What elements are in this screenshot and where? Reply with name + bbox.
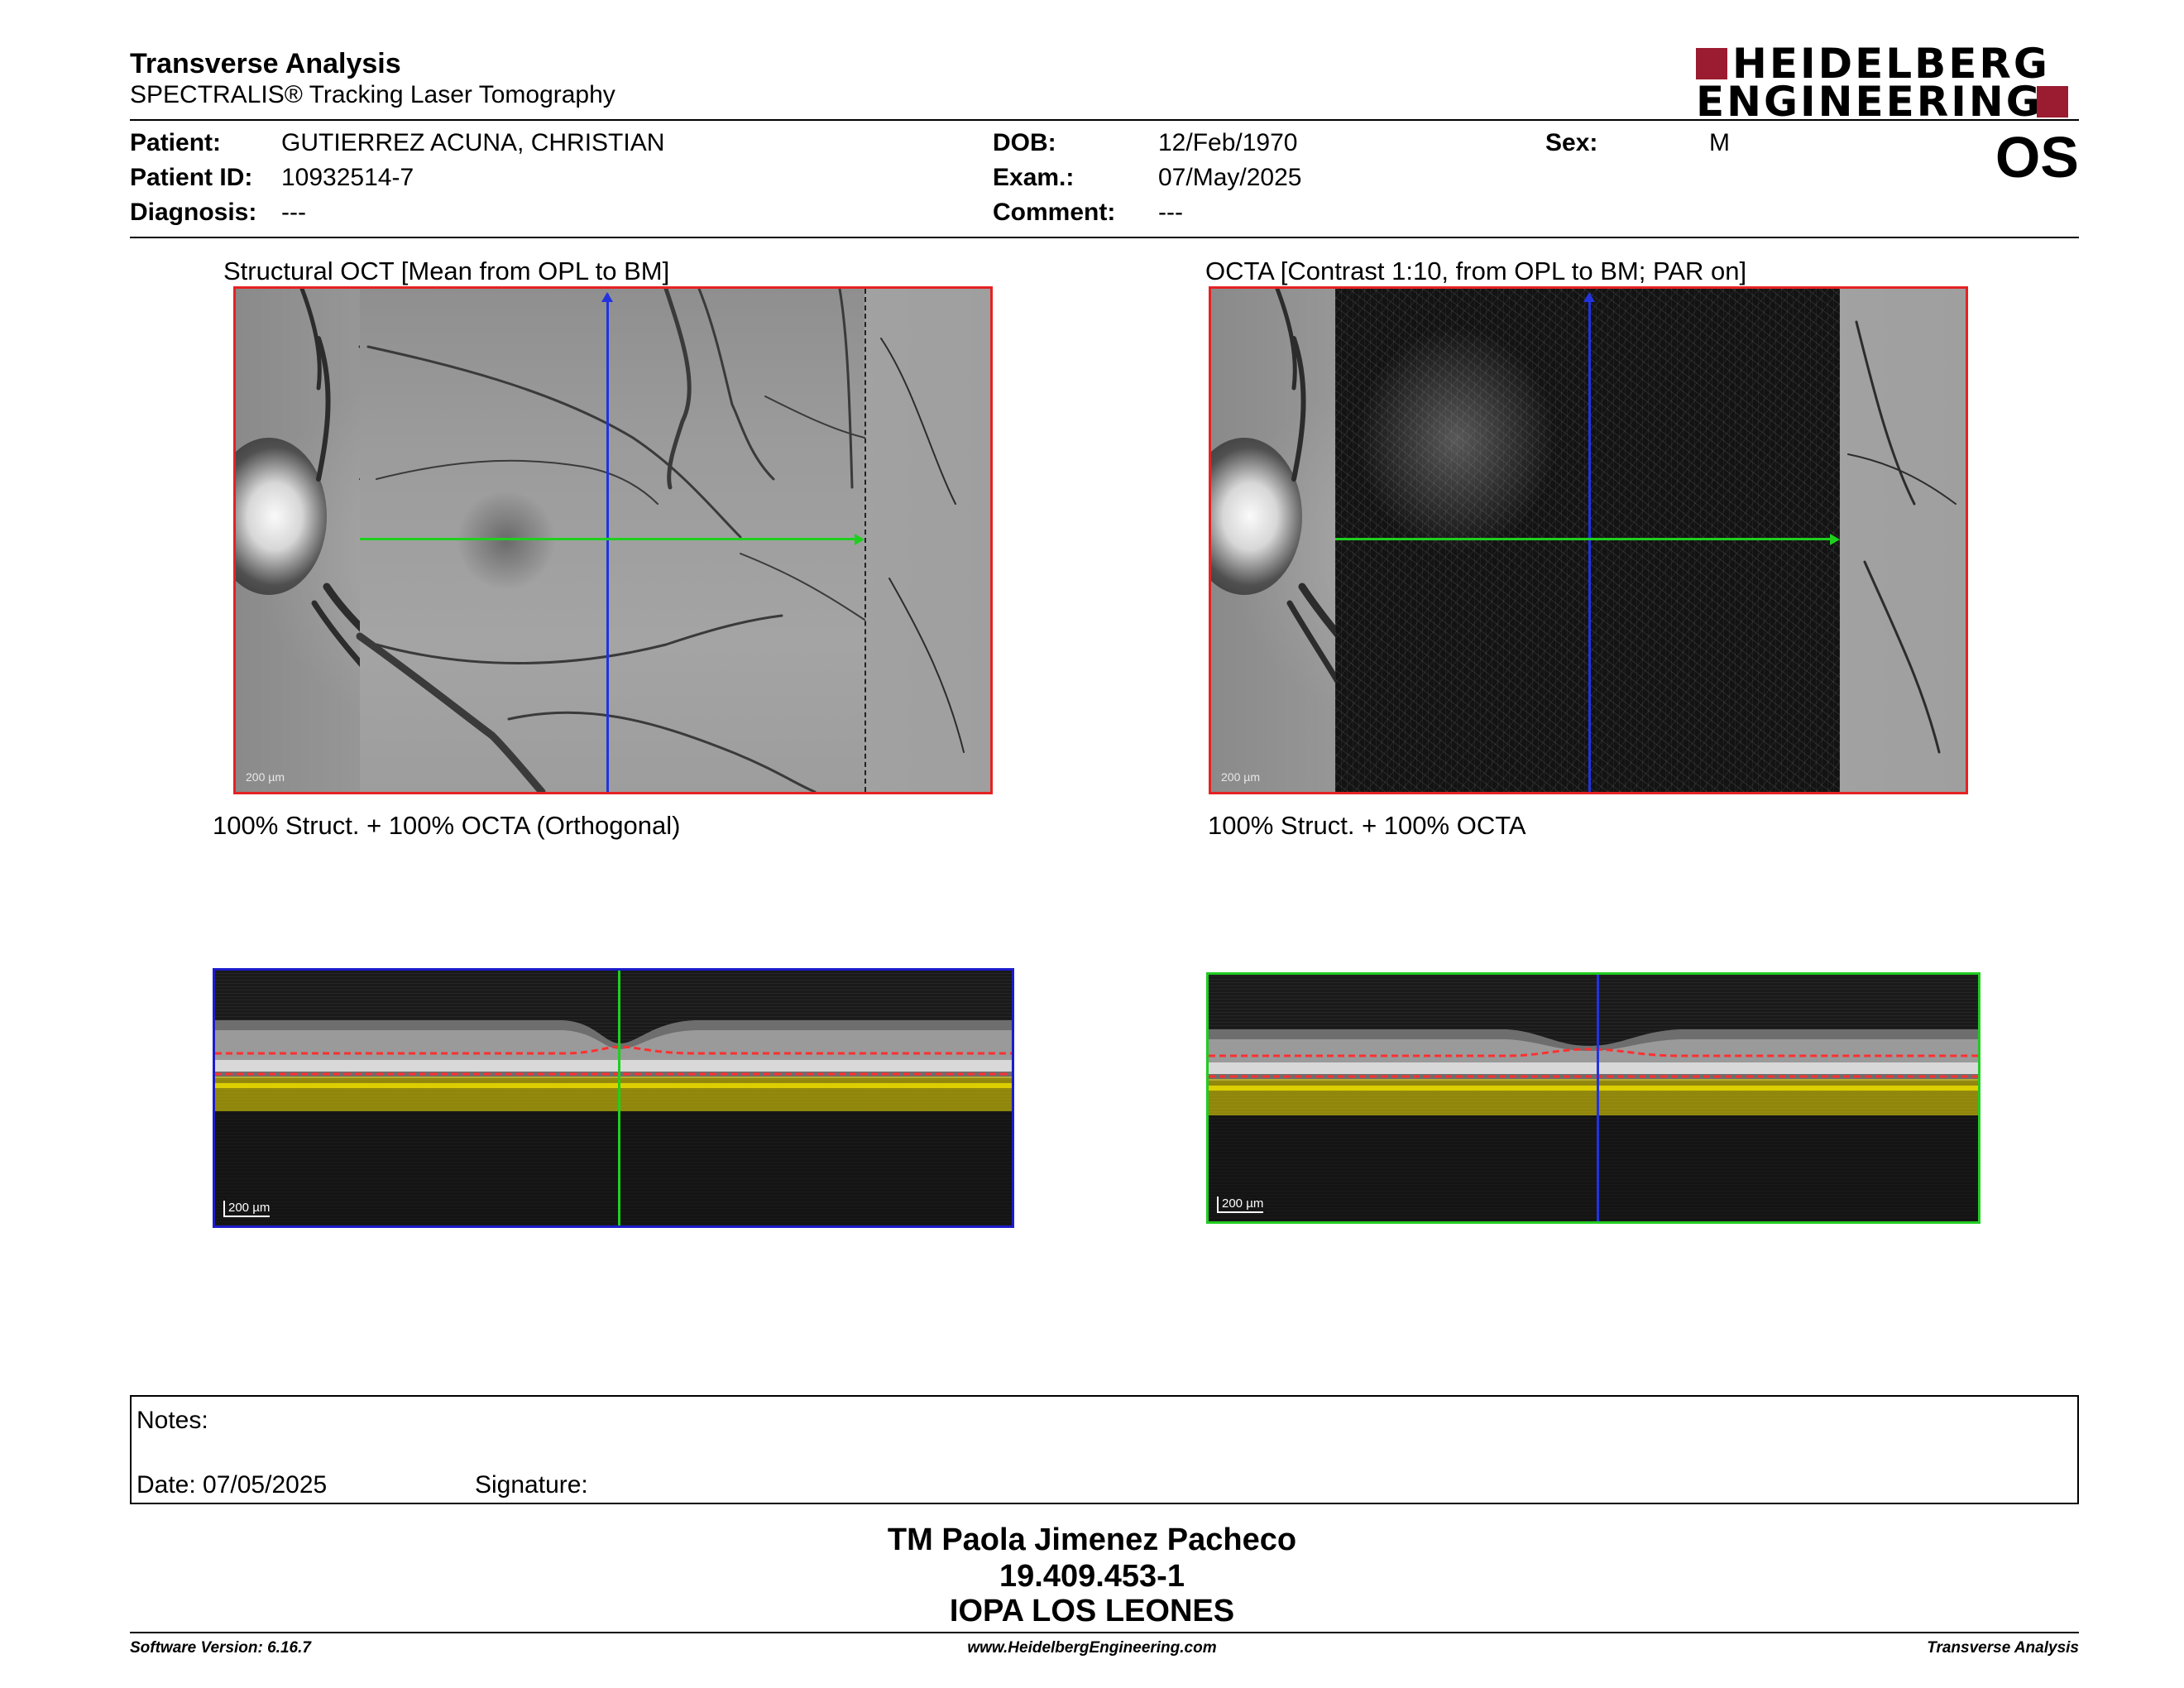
optic-disc — [1211, 438, 1302, 595]
logo-square-bottom — [2037, 86, 2068, 117]
logo-line-1: HEIDELBERG — [1732, 40, 2050, 88]
notes-box: Notes: Date: 07/05/2025 Signature: — [130, 1395, 2079, 1504]
horizontal-scan-line[interactable] — [1335, 538, 1836, 540]
exam-value: 07/May/2025 — [1158, 164, 1302, 191]
structural-oct-caption: Structural OCT [Mean from OPL to BM] — [223, 257, 670, 285]
sex-label: Sex: — [1545, 129, 1598, 156]
vertical-scan-line[interactable] — [1588, 294, 1591, 792]
patient-id-label: Patient ID: — [130, 164, 253, 191]
header-divider — [130, 119, 2079, 121]
dob-value: 12/Feb/1970 — [1158, 129, 1298, 156]
patient-id: 10932514-7 — [281, 164, 414, 191]
signatory-institution: IOPA LOS LEONES — [949, 1594, 1235, 1628]
comment-label: Comment: — [993, 199, 1116, 226]
structural-oct-image[interactable]: 200 µm — [233, 286, 993, 794]
horizontal-scan-line[interactable] — [360, 538, 860, 540]
octa-caption: OCTA [Contrast 1:10, from OPL to BM; PAR… — [1205, 257, 1747, 285]
notes-date: Date: 07/05/2025 — [136, 1471, 328, 1499]
patient-label: Patient: — [130, 129, 222, 156]
bscan-position-line[interactable] — [618, 971, 620, 1225]
software-version: Software Version: 6.16.7 — [130, 1639, 311, 1657]
website-link[interactable]: www.HeidelbergEngineering.com — [967, 1639, 1217, 1657]
vertical-arrowhead-icon — [601, 292, 613, 302]
report-title: Transverse Analysis — [130, 48, 401, 79]
bscan-scale-bar: 200 µm — [1217, 1196, 1264, 1213]
horizontal-bscan-image[interactable]: 200 µm — [1206, 972, 1980, 1224]
eye-indicator: OS — [1995, 125, 2079, 189]
report-subtitle: SPECTRALIS® Tracking Laser Tomography — [130, 81, 615, 108]
patient-divider — [130, 237, 2079, 238]
signatory-id: 19.409.453-1 — [999, 1559, 1185, 1594]
bscan-retina-layers — [215, 1020, 1012, 1225]
vertical-arrowhead-icon — [1583, 292, 1595, 302]
orthogonal-bscan-image[interactable]: 200 µm — [213, 968, 1014, 1228]
fundus-scale-bar: 200 µm — [246, 770, 285, 784]
horizontal-arrowhead-icon — [855, 534, 864, 545]
footer-divider — [130, 1632, 2079, 1633]
vertical-scan-line[interactable] — [606, 294, 609, 792]
comment-value: --- — [1158, 199, 1183, 226]
signatory-name: TM Paola Jimenez Pacheco — [887, 1523, 1297, 1557]
optic-disc — [236, 438, 327, 595]
dob-label: DOB: — [993, 129, 1056, 156]
oct-scan-area — [360, 289, 864, 792]
diagnosis-label: Diagnosis: — [130, 199, 257, 226]
notes-label: Notes: — [136, 1407, 208, 1434]
overlay-orthogonal-caption: 100% Struct. + 100% OCTA (Orthogonal) — [213, 811, 681, 840]
logo-line-2: ENGINEERING — [1696, 78, 2043, 126]
sex-value: M — [1709, 129, 1730, 156]
octa-scan-area — [1335, 289, 1840, 792]
horizontal-arrowhead-icon — [1830, 534, 1840, 545]
bscan-scale-bar: 200 µm — [223, 1201, 271, 1217]
octa-image[interactable]: 200 µm — [1209, 286, 1968, 794]
footer-report-name: Transverse Analysis — [1927, 1639, 2079, 1657]
bscan-position-line[interactable] — [1597, 975, 1599, 1221]
bscan-retina-layers — [1209, 1029, 1978, 1221]
oct-vessels — [356, 289, 865, 792]
overlay-caption: 100% Struct. + 100% OCTA — [1208, 811, 1526, 840]
logo-square-top — [1696, 48, 1727, 79]
scan-edge-line — [864, 289, 868, 792]
diagnosis-value: --- — [281, 199, 306, 226]
fundus-scale-bar: 200 µm — [1221, 770, 1260, 784]
patient-name: GUTIERREZ ACUNA, CHRISTIAN — [281, 129, 665, 156]
signature-label: Signature: — [475, 1471, 588, 1499]
exam-label: Exam.: — [993, 164, 1075, 191]
